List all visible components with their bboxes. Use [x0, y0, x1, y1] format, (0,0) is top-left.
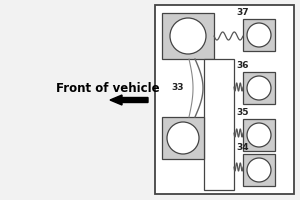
Circle shape [247, 77, 271, 100]
Bar [204, 60, 234, 190]
Bar [243, 20, 275, 52]
Circle shape [247, 158, 271, 182]
Text: 36: 36 [237, 61, 249, 70]
Circle shape [247, 24, 271, 48]
Text: 33: 33 [172, 83, 184, 92]
Bar [243, 154, 275, 186]
Text: 37: 37 [237, 8, 249, 17]
Text: Front of vehicle: Front of vehicle [56, 82, 160, 95]
Bar [243, 119, 275, 151]
FancyArrow shape [110, 96, 148, 105]
Bar [162, 14, 214, 60]
Text: 35: 35 [237, 107, 249, 116]
Text: 34: 34 [237, 142, 249, 151]
Circle shape [247, 123, 271, 147]
Bar [243, 73, 275, 104]
Bar [162, 117, 204, 159]
Bar [155, 6, 294, 194]
Circle shape [170, 19, 206, 55]
Circle shape [167, 122, 199, 154]
